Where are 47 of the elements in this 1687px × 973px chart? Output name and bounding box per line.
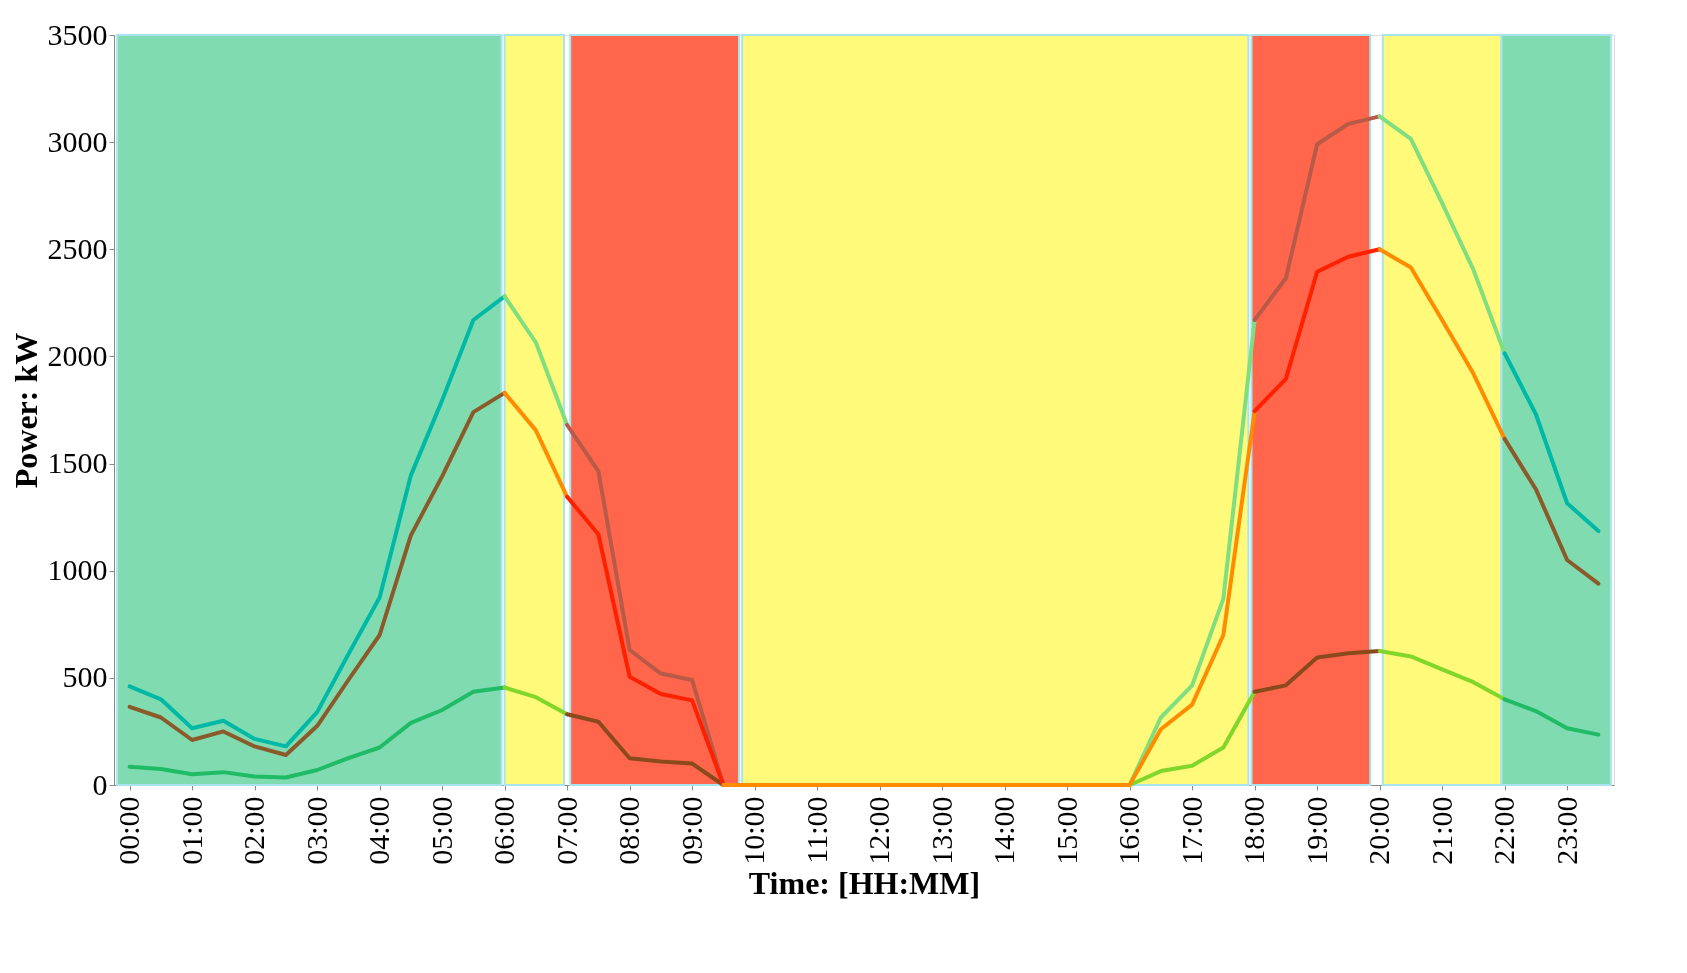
y-tick-label: 2000 [47,338,108,372]
y-tick-label: 500 [62,660,108,694]
x-tick-label: 08:00 [612,796,646,865]
line-series [127,685,507,780]
line-series [1252,114,1382,322]
x-tick-label: 18:00 [1237,796,1271,865]
x-tick-label: 19:00 [1299,796,1333,865]
line-series [1502,351,1601,534]
x-tick-label: 15:00 [1049,796,1083,865]
x-tick-label: 04:00 [362,796,396,865]
y-tick-label: 3500 [47,17,108,51]
y-tick-label: 1000 [47,553,108,587]
x-tick-label: 17:00 [1174,796,1208,865]
x-tick-label: 21:00 [1424,796,1458,865]
x-tick-label: 14:00 [987,796,1021,865]
y-tick-label: 0 [92,767,108,801]
x-tick-label: 07:00 [549,796,583,865]
x-tick-label: 13:00 [924,796,958,865]
line-series [1502,697,1601,737]
y-tick-label: 2500 [47,231,108,265]
x-tick-label: 03:00 [299,796,333,865]
line-series [1252,247,1382,414]
y-tick-label: 1500 [47,446,108,480]
line-series [127,390,507,757]
x-tick-label: 05:00 [424,796,458,865]
y-tick-label: 3000 [47,124,108,158]
line-series [127,294,507,749]
line-series [721,409,1257,787]
x-tick-label: 02:00 [237,796,271,865]
line-series [1502,436,1601,586]
x-tick-label: 20:00 [1362,796,1396,865]
x-tick-label: 06:00 [487,796,521,865]
x-tick-label: 00:00 [112,796,146,865]
x-tick-label: 10:00 [737,796,771,865]
line-series [565,494,726,787]
line-series [1377,114,1507,356]
y-axis-title: Power: kW [7,332,44,489]
x-tick-label: 22:00 [1487,796,1521,865]
x-tick-label: 09:00 [674,796,708,865]
x-tick-label: 16:00 [1112,796,1146,865]
line-series [1377,247,1507,441]
x-tick-label: 23:00 [1549,796,1583,865]
x-tick-label: 01:00 [174,796,208,865]
x-axis-title: Time: [HH:MM] [748,864,981,901]
x-tick-label: 12:00 [862,796,896,865]
line-series [1377,649,1507,702]
x-tick-label: 11:00 [799,796,833,864]
